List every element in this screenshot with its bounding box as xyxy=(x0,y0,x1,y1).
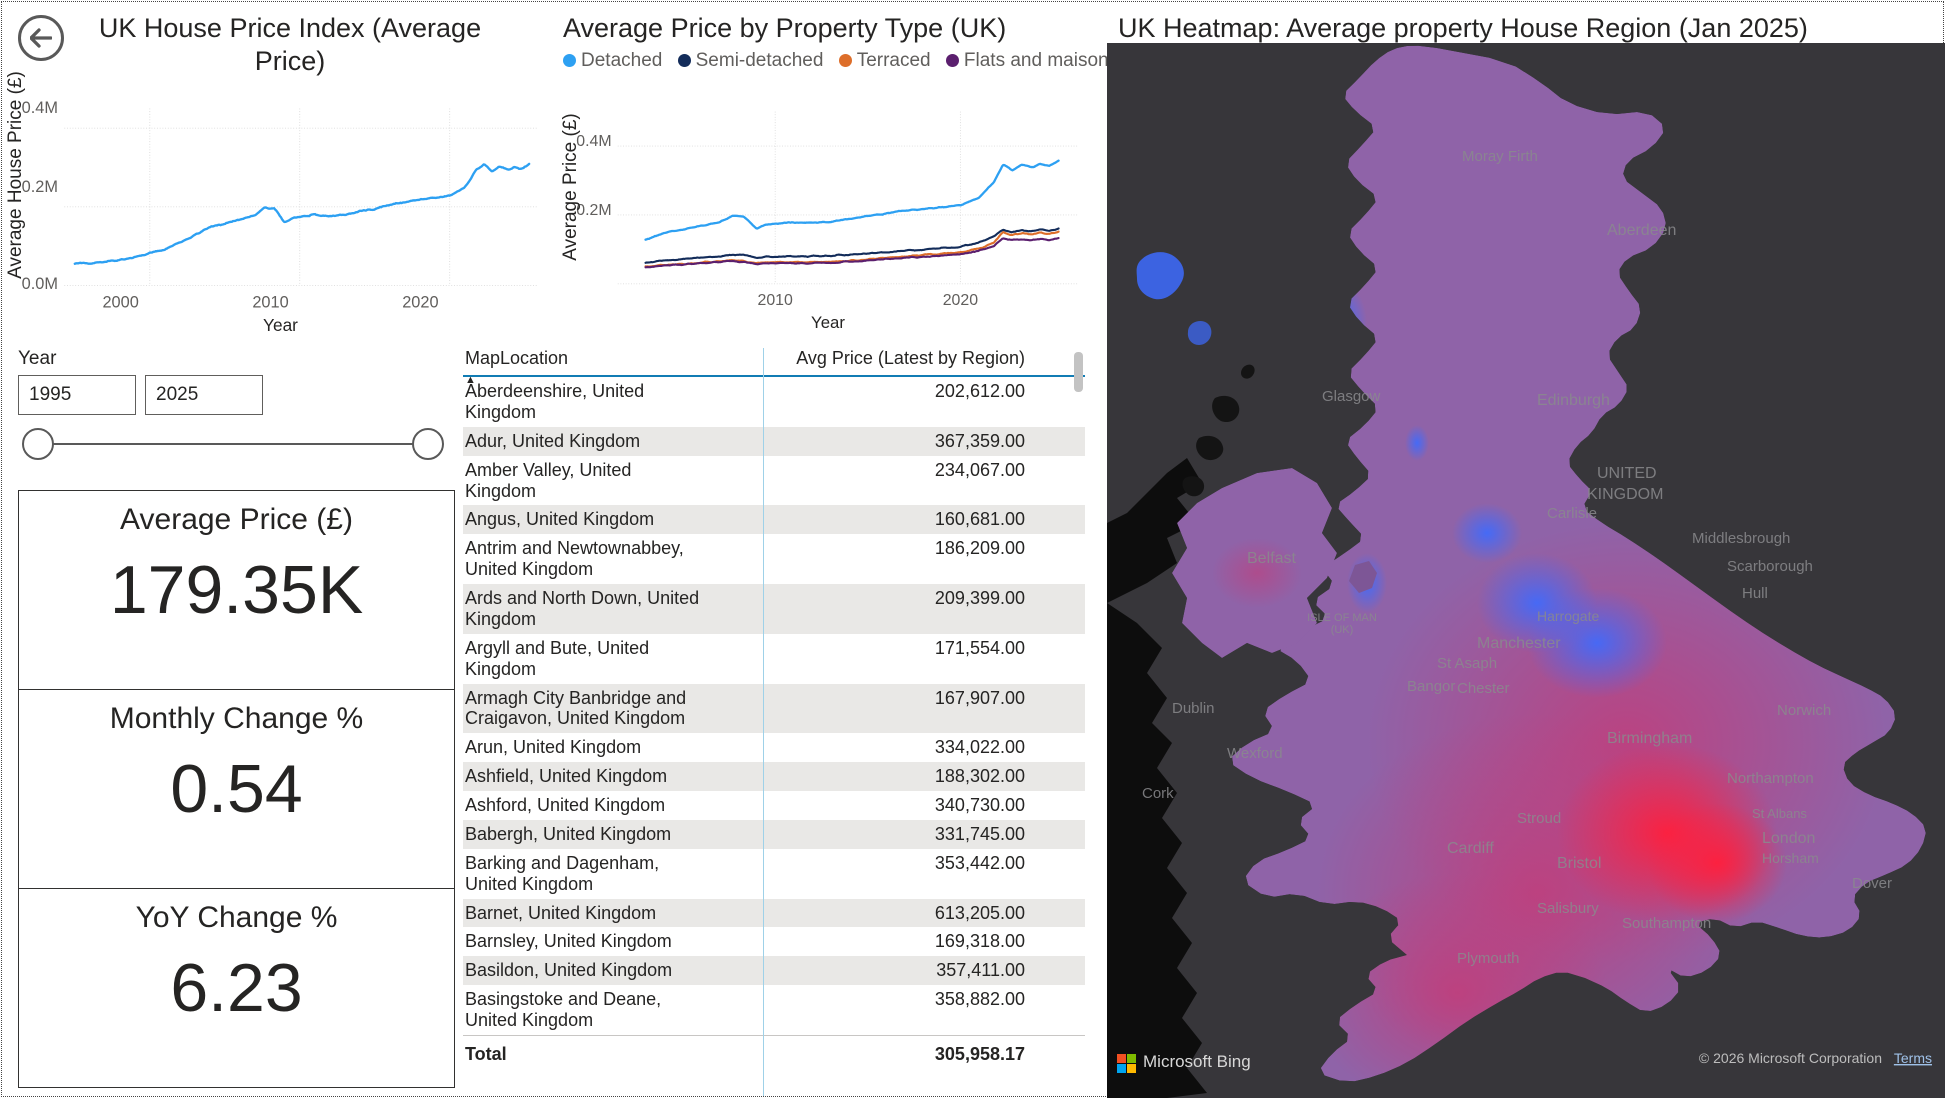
svg-text:Bristol: Bristol xyxy=(1557,855,1601,872)
svg-text:St Asaph: St Asaph xyxy=(1437,655,1497,672)
svg-text:Glasgow: Glasgow xyxy=(1322,388,1381,405)
svg-text:Year: Year xyxy=(263,315,298,335)
svg-text:Aberdeen: Aberdeen xyxy=(1607,222,1676,239)
svg-text:Plymouth: Plymouth xyxy=(1457,950,1520,967)
svg-text:London: London xyxy=(1762,830,1815,847)
svg-text:Stroud: Stroud xyxy=(1517,810,1561,827)
svg-text:Hull: Hull xyxy=(1742,585,1768,602)
svg-text:2020: 2020 xyxy=(402,293,438,311)
svg-text:2000: 2000 xyxy=(102,293,138,311)
svg-text:Dover: Dover xyxy=(1852,875,1892,892)
svg-text:Northampton: Northampton xyxy=(1727,770,1814,787)
svg-text:© 2026 Microsoft Corporation: © 2026 Microsoft Corporation xyxy=(1699,1050,1882,1066)
svg-text:(UK): (UK) xyxy=(1331,624,1354,636)
svg-text:Horsham: Horsham xyxy=(1762,850,1819,866)
svg-text:Harrogate: Harrogate xyxy=(1537,608,1599,624)
svg-text:0.2M: 0.2M xyxy=(22,178,58,196)
svg-text:Chester: Chester xyxy=(1457,680,1510,697)
svg-text:2010: 2010 xyxy=(252,293,288,311)
svg-text:0.4M: 0.4M xyxy=(576,133,611,150)
svg-text:0.0M: 0.0M xyxy=(22,275,58,293)
svg-text:Wexford: Wexford xyxy=(1227,745,1283,762)
svg-text:Southampton: Southampton xyxy=(1622,915,1711,932)
svg-text:Belfast: Belfast xyxy=(1247,550,1296,567)
svg-text:0.2M: 0.2M xyxy=(576,202,611,219)
svg-text:Scarborough: Scarborough xyxy=(1727,558,1813,575)
svg-text:2010: 2010 xyxy=(757,292,793,309)
svg-text:Terms: Terms xyxy=(1894,1050,1932,1066)
svg-text:Norwich: Norwich xyxy=(1777,702,1831,719)
svg-text:Birmingham: Birmingham xyxy=(1607,730,1692,747)
svg-text:St Albans: St Albans xyxy=(1752,806,1807,821)
svg-text:Dublin: Dublin xyxy=(1172,700,1215,717)
svg-text:Cardiff: Cardiff xyxy=(1447,840,1494,857)
svg-text:Bangor: Bangor xyxy=(1407,678,1455,695)
svg-text:Middlesbrough: Middlesbrough xyxy=(1692,530,1790,547)
svg-text:Cork: Cork xyxy=(1142,785,1174,802)
svg-text:Year: Year xyxy=(811,313,845,332)
svg-text:Salisbury: Salisbury xyxy=(1537,900,1599,917)
svg-text:Manchester: Manchester xyxy=(1477,635,1561,652)
svg-text:KINGDOM: KINGDOM xyxy=(1587,486,1663,503)
svg-text:UNITED: UNITED xyxy=(1597,465,1657,482)
svg-text:Edinburgh: Edinburgh xyxy=(1537,392,1610,409)
svg-text:2020: 2020 xyxy=(943,292,979,309)
svg-text:Moray Firth: Moray Firth xyxy=(1462,148,1538,165)
svg-text:Carlisle: Carlisle xyxy=(1547,505,1597,522)
svg-text:0.4M: 0.4M xyxy=(22,99,58,117)
svg-text:ISLE OF MAN: ISLE OF MAN xyxy=(1307,612,1377,624)
svg-text:Microsoft Bing: Microsoft Bing xyxy=(1143,1052,1251,1071)
